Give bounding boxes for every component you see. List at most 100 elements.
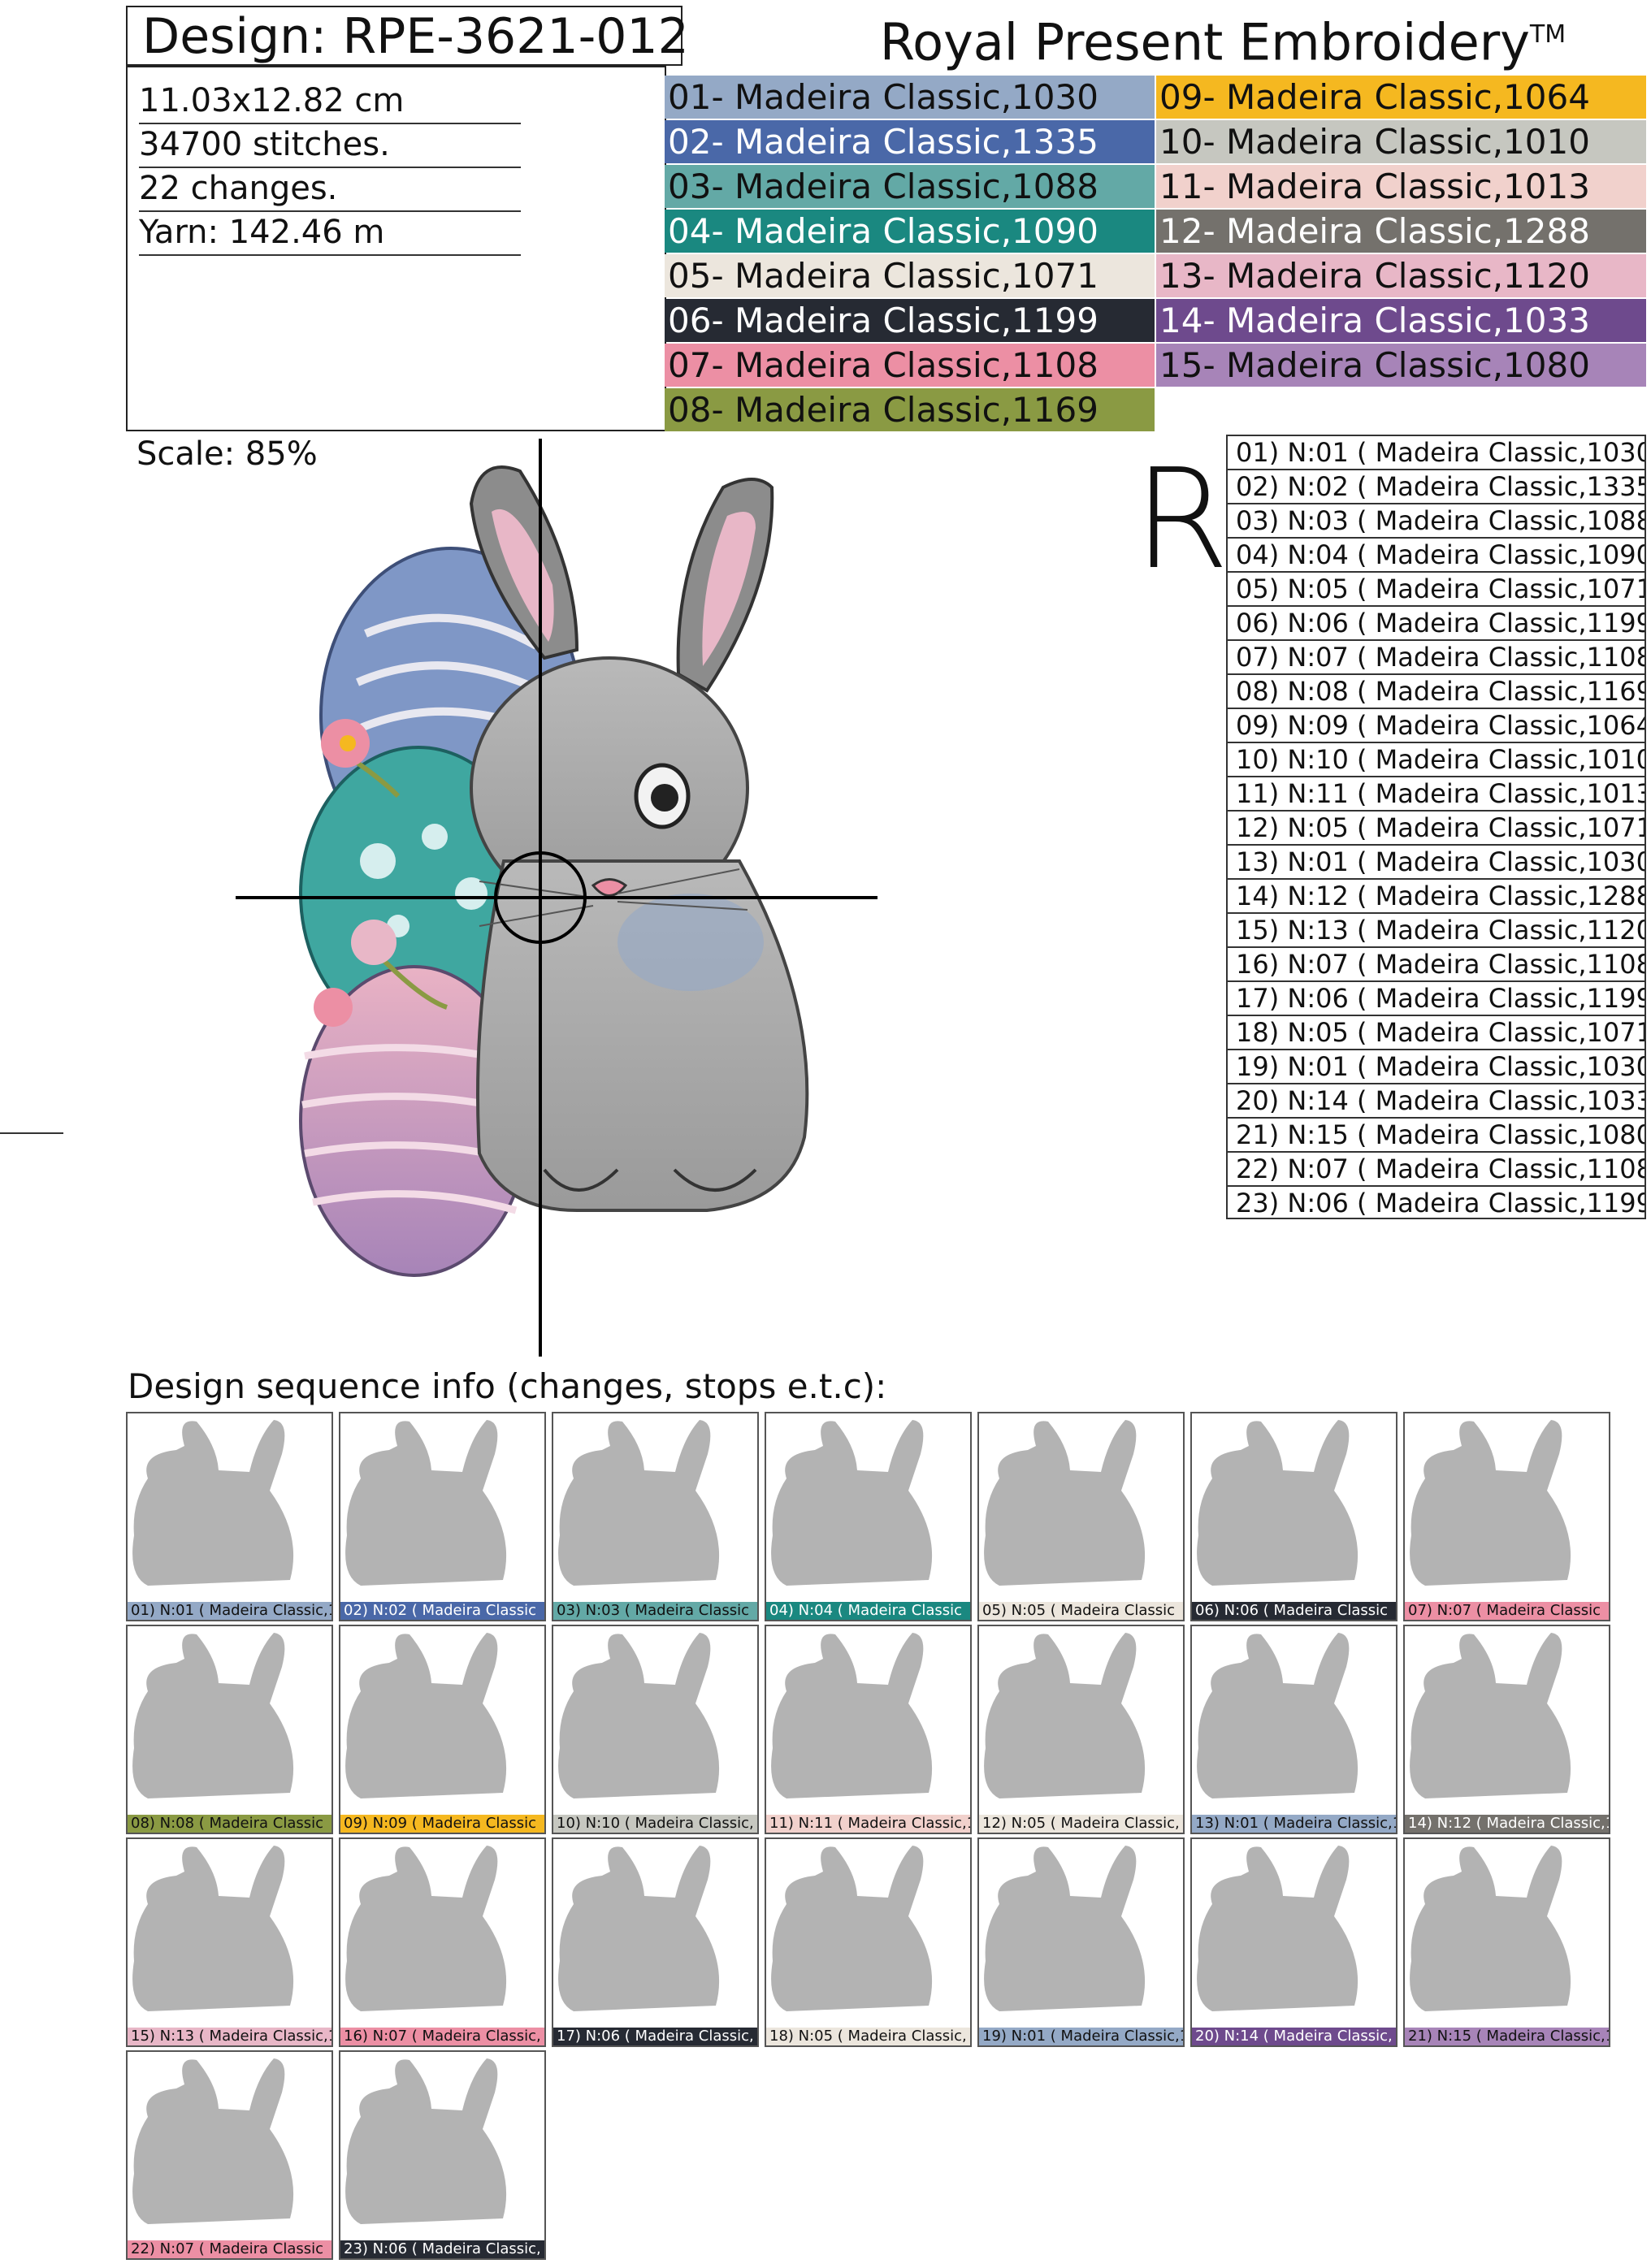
- thumbnail-label: 08) N:08 ( Madeira Classic: [128, 1815, 332, 1833]
- sequence-row: 22) N:07 ( Madeira Classic,1108): [1226, 1151, 1646, 1185]
- sequence-row: 01) N:01 ( Madeira Classic,1030): [1226, 435, 1646, 469]
- sequence-row: 18) N:05 ( Madeira Classic,1071): [1226, 1015, 1646, 1049]
- thumbnail-label: 13) N:01 ( Madeira Classic,1: [1192, 1815, 1396, 1833]
- embroidery-preview: [236, 439, 878, 1357]
- bunny-silhouette: [558, 1846, 720, 2011]
- bunny-silhouette: [558, 1420, 720, 1586]
- sequence-row: 03) N:03 ( Madeira Classic,1088): [1226, 503, 1646, 537]
- thumbnail-label: 19) N:01 ( Madeira Classic,1: [979, 2028, 1183, 2045]
- center-crosshair: [236, 439, 878, 1357]
- sequence-row: 16) N:07 ( Madeira Classic,1108): [1226, 946, 1646, 980]
- stitch-sequence-list: 01) N:01 ( Madeira Classic,1030) 02) N:02…: [1226, 435, 1646, 1219]
- thumbnail-label: 18) N:05 ( Madeira Classic,: [766, 2028, 970, 2045]
- thumbnail-label: 20) N:14 ( Madeira Classic,: [1192, 2028, 1396, 2045]
- striped-easter-egg: [299, 965, 530, 1277]
- thumbnail-label: 06) N:06 ( Madeira Classic: [1192, 1602, 1396, 1620]
- thumbnail-label: 14) N:12 ( Madeira Classic,1: [1405, 1815, 1609, 1833]
- bunny-silhouette: [984, 1633, 1146, 1798]
- bunny-silhouette: [1410, 1420, 1571, 1586]
- thumbnail-label: 11) N:11 ( Madeira Classic,10: [766, 1815, 970, 1833]
- thumbnail-label: 10) N:10 ( Madeira Classic,: [553, 1815, 757, 1833]
- bunny-silhouette: [345, 1420, 507, 1586]
- scale-label: Scale: 85%: [136, 435, 318, 473]
- bunny-silhouette: [345, 1846, 507, 2011]
- sequence-row: 04) N:04 ( Madeira Classic,1090): [1226, 537, 1646, 571]
- bunny-silhouette: [1410, 1633, 1571, 1798]
- sequence-thumbnail: 14) N:12 ( Madeira Classic,1: [1403, 1625, 1610, 1834]
- bunny-silhouette: [345, 1633, 507, 1798]
- bunny-silhouette: [984, 1846, 1146, 2011]
- bunny-silhouette: [345, 2058, 507, 2224]
- sequence-thumbnail: 16) N:07 ( Madeira Classic,: [339, 1837, 546, 2047]
- thumbnail-label: 17) N:06 ( Madeira Classic,: [553, 2028, 757, 2045]
- sequence-thumbnail: 09) N:09 ( Madeira Classic: [339, 1625, 546, 1834]
- sequence-thumbnail: 06) N:06 ( Madeira Classic: [1190, 1412, 1398, 1621]
- sequence-row: 06) N:06 ( Madeira Classic,1199): [1226, 605, 1646, 639]
- legend-entry: 08- Madeira Classic,1169: [665, 388, 1155, 431]
- sequence-thumbnail: 12) N:05 ( Madeira Classic,: [977, 1625, 1185, 1834]
- legend-entry: 14- Madeira Classic,1033: [1156, 299, 1646, 342]
- sequence-heading: Design sequence info (changes, stops e.t…: [128, 1366, 887, 1406]
- thumbnail-label: 02) N:02 ( Madeira Classic: [340, 1602, 544, 1620]
- thumbnail-label: 07) N:07 ( Madeira Classic: [1405, 1602, 1609, 1620]
- thumbnail-label: 23) N:06 ( Madeira Classic,: [340, 2240, 544, 2258]
- sequence-thumbnail: 02) N:02 ( Madeira Classic: [339, 1412, 546, 1621]
- legend-entry: 02- Madeira Classic,1335: [665, 120, 1155, 163]
- legend-entry: 11- Madeira Classic,1013: [1156, 165, 1646, 208]
- sequence-row: 07) N:07 ( Madeira Classic,1108): [1226, 639, 1646, 673]
- legend-entry: 06- Madeira Classic,1199: [665, 299, 1155, 342]
- sequence-thumbnail: 18) N:05 ( Madeira Classic,: [765, 1837, 972, 2047]
- sequence-row: 13) N:01 ( Madeira Classic,1030): [1226, 844, 1646, 878]
- sequence-thumbnail: 20) N:14 ( Madeira Classic,: [1190, 1837, 1398, 2047]
- sequence-row: 10) N:10 ( Madeira Classic,1010): [1226, 742, 1646, 776]
- legend-entry: 12- Madeira Classic,1288: [1156, 210, 1646, 253]
- sequence-thumbnail: 22) N:07 ( Madeira Classic: [126, 2050, 333, 2260]
- bunny-silhouette: [771, 1633, 933, 1798]
- sequence-row: 02) N:02 ( Madeira Classic,1335): [1226, 469, 1646, 503]
- sequence-thumbnail: 11) N:11 ( Madeira Classic,10: [765, 1625, 972, 1834]
- legend-entry: 03- Madeira Classic,1088: [665, 165, 1155, 208]
- legend-entry: 09- Madeira Classic,1064: [1156, 76, 1646, 119]
- sequence-thumbnail: 10) N:10 ( Madeira Classic,: [552, 1625, 759, 1834]
- sequence-row: 12) N:05 ( Madeira Classic,1071): [1226, 810, 1646, 844]
- sequence-row: 21) N:15 ( Madeira Classic,1080): [1226, 1117, 1646, 1151]
- legend-entry: 10- Madeira Classic,1010: [1156, 120, 1646, 163]
- sequence-thumbnail: 04) N:04 ( Madeira Classic: [765, 1412, 972, 1621]
- sequence-thumbnail: 05) N:05 ( Madeira Classic: [977, 1412, 1185, 1621]
- sequence-row: 15) N:13 ( Madeira Classic,1120): [1226, 912, 1646, 946]
- thumbnail-label: 12) N:05 ( Madeira Classic,: [979, 1815, 1183, 1833]
- sequence-row: 20) N:14 ( Madeira Classic,1033): [1226, 1083, 1646, 1117]
- legend-entry: 13- Madeira Classic,1120: [1156, 254, 1646, 297]
- thumbnail-label: 03) N:03 ( Madeira Classic: [553, 1602, 757, 1620]
- sequence-thumbnail: 13) N:01 ( Madeira Classic,1: [1190, 1625, 1398, 1834]
- bunny-silhouette: [1197, 1420, 1358, 1586]
- thumbnail-label: 04) N:04 ( Madeira Classic: [766, 1602, 970, 1620]
- sequence-row: 19) N:01 ( Madeira Classic,1030): [1226, 1049, 1646, 1083]
- sequence-thumbnail: 19) N:01 ( Madeira Classic,1: [977, 1837, 1185, 2047]
- design-info-box: 11.03x12.82 cm 34700 stitches. 22 change…: [126, 66, 666, 431]
- design-title: Design: RPE-3621-012: [126, 6, 689, 66]
- bunny-silhouette: [1197, 1633, 1358, 1798]
- design-size: 11.03x12.82 cm: [139, 79, 521, 124]
- brand-title: Royal Present EmbroideryTM: [812, 0, 1633, 72]
- legend-entry: 01- Madeira Classic,1030: [665, 76, 1155, 119]
- trademark-mark: TM: [1529, 20, 1566, 49]
- bunny-silhouette: [132, 1846, 294, 2011]
- thumbnail-label: 22) N:07 ( Madeira Classic: [128, 2240, 332, 2258]
- brand-name: Royal Present Embroidery: [879, 12, 1530, 72]
- stitch-count: 34700 stitches.: [139, 123, 521, 168]
- sequence-row: 08) N:08 ( Madeira Classic,1169): [1226, 673, 1646, 708]
- legend-entry: 05- Madeira Classic,1071: [665, 254, 1155, 297]
- bunny-silhouette: [1410, 1846, 1571, 2011]
- legend-entry: 15- Madeira Classic,1080: [1156, 344, 1646, 387]
- bunny-silhouette: [771, 1420, 933, 1586]
- bunny-silhouette: [558, 1633, 720, 1798]
- thumbnail-label: 15) N:13 ( Madeira Classic,1: [128, 2028, 332, 2045]
- thumbnail-label: 01) N:01 ( Madeira Classic,1: [128, 1602, 332, 1620]
- sequence-thumbnail: 15) N:13 ( Madeira Classic,1: [126, 1837, 333, 2047]
- sequence-thumbnail: 08) N:08 ( Madeira Classic: [126, 1625, 333, 1834]
- sequence-thumbnail: 17) N:06 ( Madeira Classic,: [552, 1837, 759, 2047]
- side-marker: [0, 1132, 63, 1134]
- sequence-thumbnail: 21) N:15 ( Madeira Classic,1: [1403, 1837, 1610, 2047]
- yarn-length: Yarn: 142.46 m: [139, 210, 521, 256]
